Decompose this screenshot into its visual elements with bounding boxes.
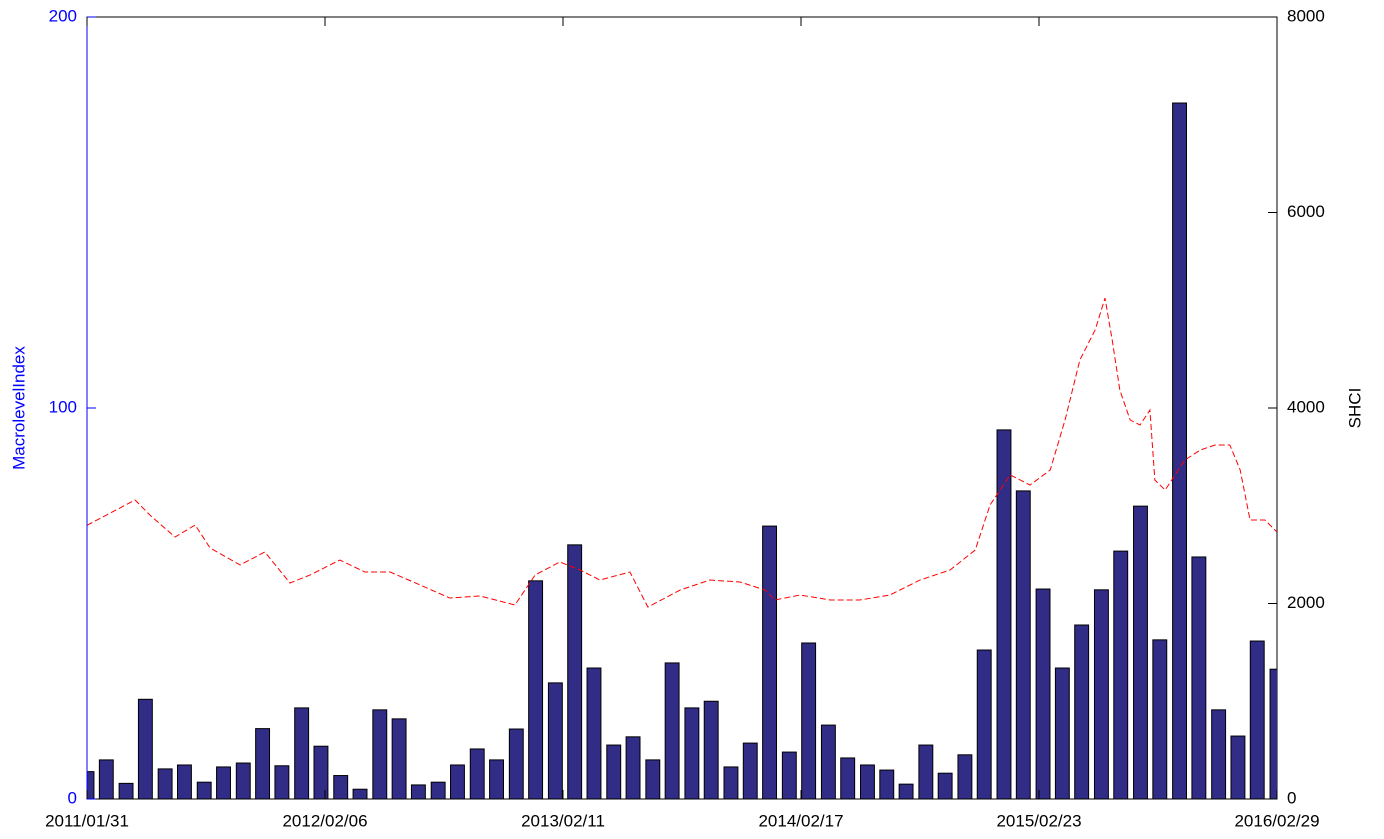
- y-axis-label: MacrolevelIndex: [9, 346, 28, 470]
- bar: [1015, 490, 1031, 799]
- bar: [1230, 735, 1246, 799]
- bar: [391, 718, 407, 799]
- bar: [235, 762, 251, 799]
- y2-tick-label: 2000: [1287, 593, 1325, 612]
- y2-axis-label: SHCI: [1345, 388, 1364, 429]
- bar: [976, 649, 992, 799]
- bar: [860, 764, 875, 799]
- x-tick-label: 2012/02/06: [282, 811, 367, 830]
- bar: [528, 580, 544, 799]
- bar: [157, 768, 173, 799]
- bar: [294, 707, 310, 799]
- x-tick-label: 2015/02/23: [996, 811, 1081, 830]
- bar: [372, 709, 388, 799]
- bar: [450, 764, 465, 799]
- bar: [723, 766, 739, 799]
- bar: [898, 783, 914, 799]
- bar: [1249, 640, 1265, 799]
- y-tick-label: 200: [49, 6, 77, 25]
- bar: [1113, 550, 1129, 799]
- bar: [820, 724, 836, 799]
- bar: [508, 728, 524, 799]
- bar: [430, 781, 446, 799]
- bar: [1054, 667, 1070, 799]
- bar: [547, 682, 563, 799]
- bar: [801, 642, 817, 799]
- y-tick-label: 0: [68, 788, 77, 807]
- y2-tick-label: 0: [1287, 788, 1296, 807]
- bar: [1133, 505, 1148, 799]
- bar: [781, 751, 797, 799]
- bar: [274, 765, 290, 799]
- bar: [489, 759, 504, 799]
- bar: [645, 759, 661, 799]
- bar: [216, 766, 231, 799]
- bar: [98, 759, 114, 799]
- x-tick-label: 2016/02/29: [1234, 811, 1319, 830]
- bar: [1191, 556, 1207, 799]
- bar: [1035, 588, 1051, 799]
- bar: [352, 788, 368, 799]
- bar: [1211, 709, 1227, 799]
- y2-tick-label: 8000: [1287, 6, 1325, 25]
- x-tick-label: 2014/02/17: [758, 811, 843, 830]
- y2-tick-label: 4000: [1287, 397, 1325, 416]
- bar: [1093, 589, 1109, 799]
- y2-tick-label: 6000: [1287, 202, 1325, 221]
- plot-area: [87, 102, 1277, 799]
- bar: [957, 754, 973, 799]
- x-tick-label: 2011/01/31: [45, 811, 129, 830]
- y-tick-label: 100: [49, 397, 77, 416]
- bar: [1074, 624, 1090, 799]
- bar: [313, 745, 329, 799]
- bar: [625, 736, 641, 799]
- bar: [137, 698, 153, 799]
- bar: [176, 764, 192, 799]
- bar: [255, 728, 271, 799]
- bar: [684, 707, 700, 799]
- bar: [840, 757, 856, 799]
- bar: [1152, 639, 1168, 799]
- bar: [879, 769, 895, 799]
- x-tick-label: 2013/02/11: [521, 811, 605, 830]
- bar: [567, 544, 583, 799]
- bar: [918, 744, 934, 799]
- bar: [196, 781, 212, 799]
- bar: [1172, 102, 1188, 799]
- bar: [937, 772, 953, 799]
- bar: [586, 667, 602, 799]
- bar: [1269, 668, 1277, 799]
- bar: [762, 525, 778, 799]
- bar: [606, 744, 622, 799]
- bar: [469, 748, 485, 799]
- bar: [118, 782, 134, 799]
- line: [87, 297, 1277, 608]
- bar: [664, 662, 680, 799]
- bar: [703, 700, 719, 799]
- bar: [996, 429, 1012, 799]
- bar: [333, 775, 349, 799]
- bar: [410, 784, 426, 799]
- bar: [742, 742, 758, 799]
